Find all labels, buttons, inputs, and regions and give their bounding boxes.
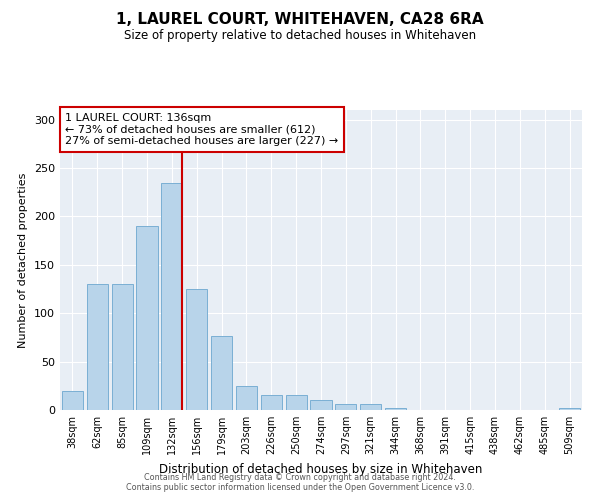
Text: Contains HM Land Registry data © Crown copyright and database right 2024.
Contai: Contains HM Land Registry data © Crown c… [126,473,474,492]
X-axis label: Distribution of detached houses by size in Whitehaven: Distribution of detached houses by size … [160,462,482,475]
Text: 1, LAUREL COURT, WHITEHAVEN, CA28 6RA: 1, LAUREL COURT, WHITEHAVEN, CA28 6RA [116,12,484,28]
Bar [335,404,356,410]
Bar [136,226,158,410]
Bar [385,408,406,410]
Bar [559,408,580,410]
Bar [186,289,207,410]
Bar [360,404,381,410]
Bar [261,396,282,410]
Bar [286,396,307,410]
Bar [161,182,182,410]
Y-axis label: Number of detached properties: Number of detached properties [19,172,28,348]
Text: 1 LAUREL COURT: 136sqm
← 73% of detached houses are smaller (612)
27% of semi-de: 1 LAUREL COURT: 136sqm ← 73% of detached… [65,113,338,146]
Bar [112,284,133,410]
Bar [87,284,108,410]
Text: Size of property relative to detached houses in Whitehaven: Size of property relative to detached ho… [124,29,476,42]
Bar [236,386,257,410]
Bar [211,336,232,410]
Bar [62,390,83,410]
Bar [310,400,332,410]
